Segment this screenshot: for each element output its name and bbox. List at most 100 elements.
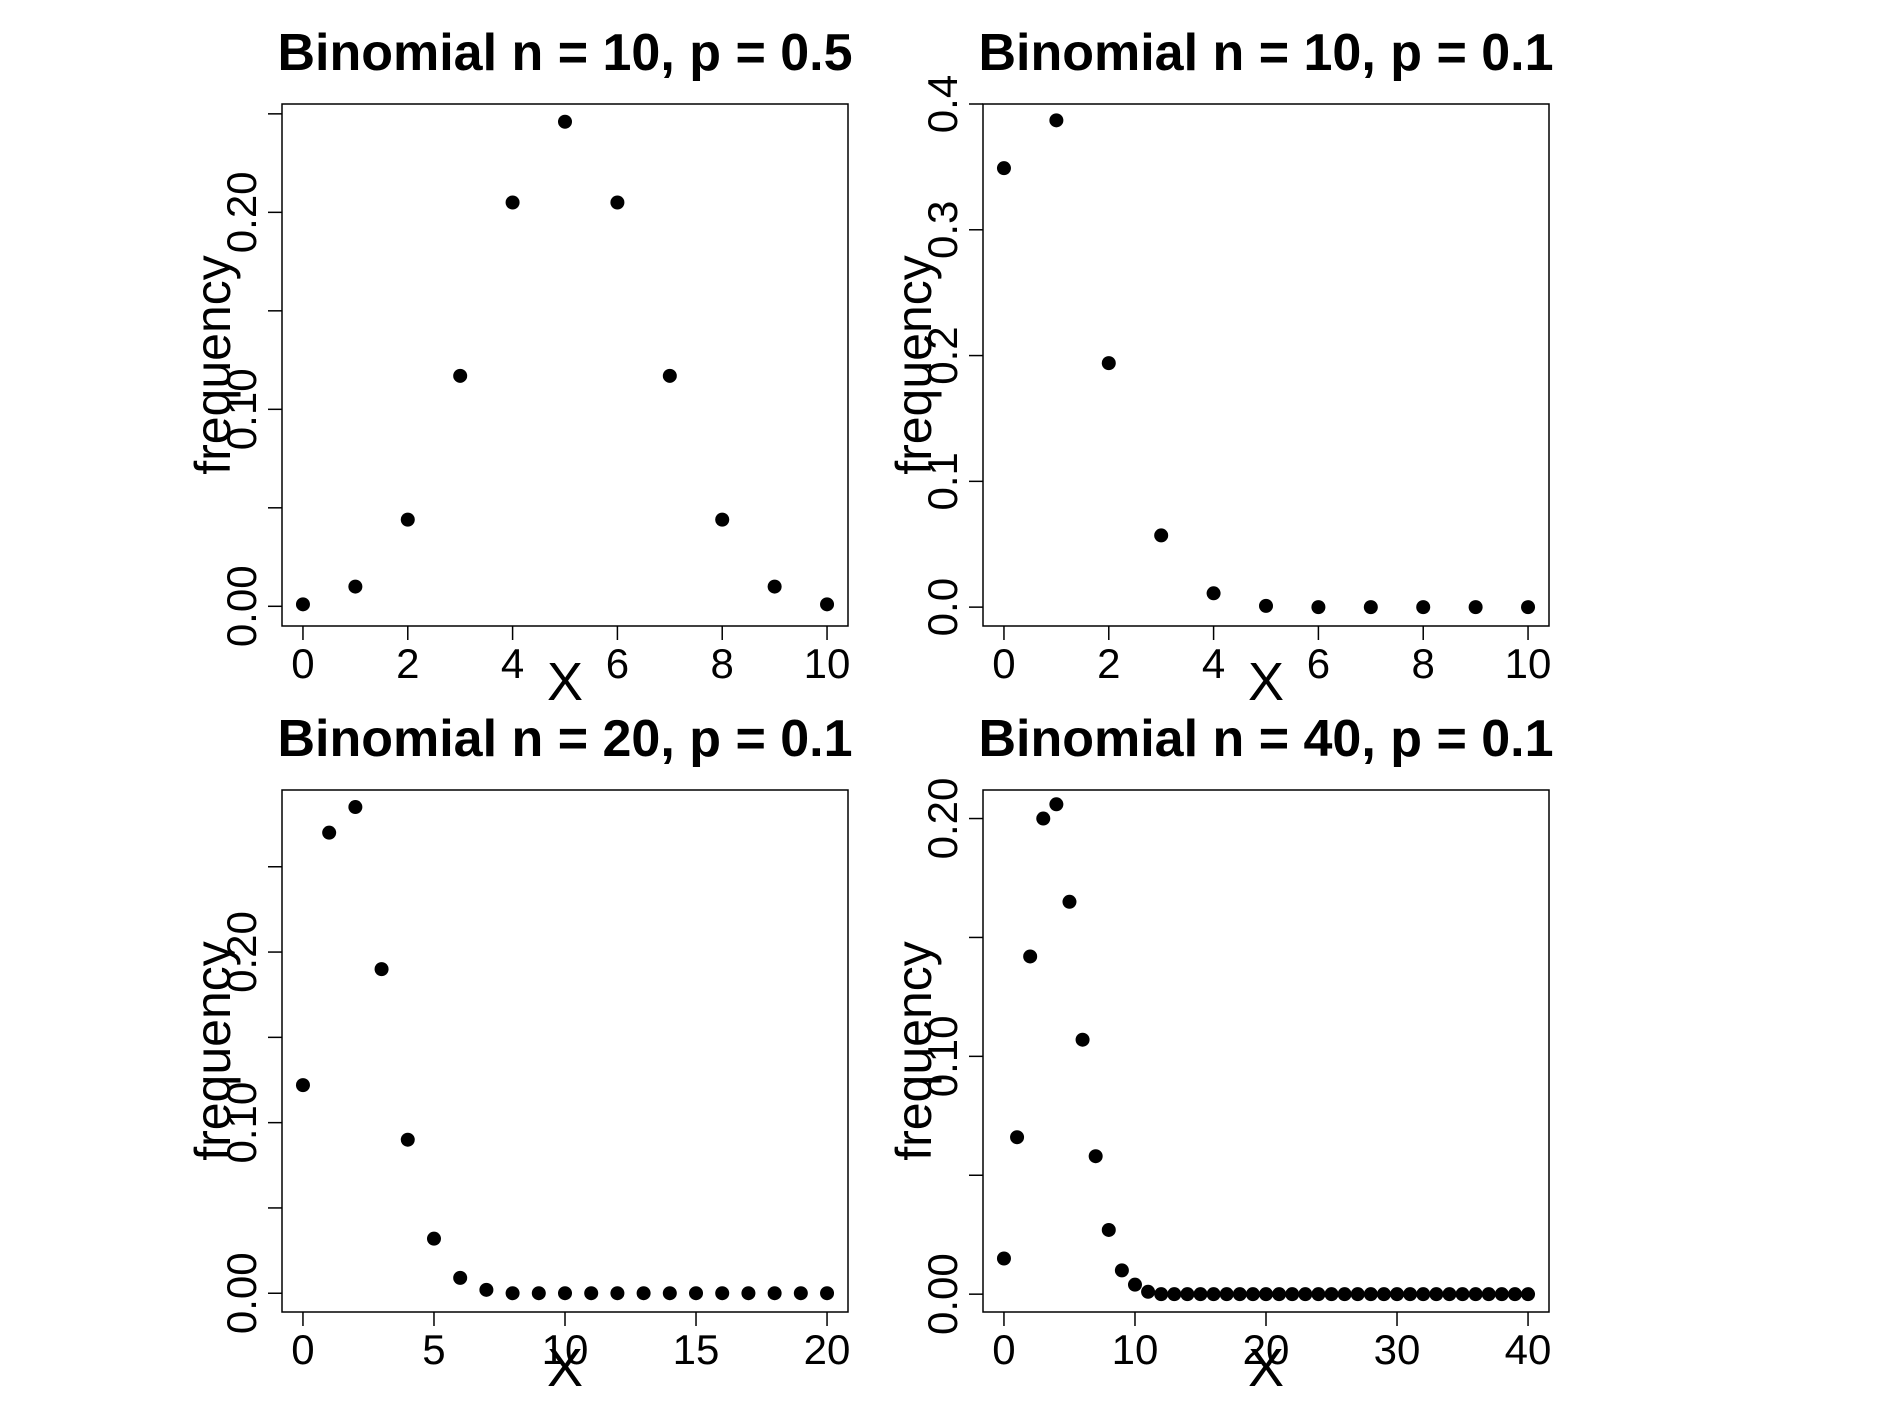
- data-point: [820, 597, 835, 612]
- data-points: [996, 797, 1536, 1302]
- data-point: [1468, 1287, 1483, 1302]
- panel-binomial-n10-p05: Binomial n = 10, p = 0.5 0.00 0.10 0.20 0 2…: [185, 24, 853, 712]
- data-point: [767, 579, 782, 594]
- data-point: [1049, 113, 1064, 128]
- panel-binomial-n40-p01: Binomial n = 40, p = 0.1 0.00 0.10 0.20 0 1…: [886, 710, 1554, 1398]
- y-tick-label: 0.2: [919, 326, 966, 384]
- x-tick-label: 2: [1097, 640, 1120, 687]
- x-tick-label: 0: [992, 640, 1015, 687]
- data-point: [1259, 598, 1273, 613]
- x-tick-label: 4: [1202, 640, 1225, 687]
- plot-frame: [281, 103, 849, 627]
- y-tick-label: 0.4: [919, 75, 966, 133]
- x-tick-label: 20: [1243, 1326, 1290, 1373]
- data-point: [348, 800, 363, 815]
- y-tick-label: 0.20: [218, 911, 265, 993]
- data-point: [1416, 1287, 1431, 1302]
- data-points: [295, 800, 835, 1301]
- data-point: [1101, 1222, 1116, 1237]
- data-point: [1154, 1287, 1169, 1302]
- data-point: [531, 1286, 546, 1301]
- data-point: [1062, 894, 1077, 909]
- y-tick-label: 0.00: [919, 1253, 966, 1335]
- data-point: [1141, 1284, 1156, 1299]
- x-axis: 0 2 4 6 8 10: [291, 626, 850, 687]
- y-tick-label: 0.00: [218, 1252, 265, 1334]
- data-point: [1350, 1287, 1365, 1302]
- data-point: [741, 1286, 756, 1301]
- data-point: [715, 512, 730, 527]
- x-axis: 0 10 20 30 40: [992, 1312, 1551, 1373]
- y-axis: 0.00 0.10 0.20: [218, 113, 282, 647]
- data-point: [374, 962, 389, 977]
- data-point: [400, 512, 415, 527]
- data-point: [1075, 1032, 1090, 1047]
- data-point: [996, 161, 1011, 176]
- data-point: [505, 195, 520, 210]
- data-point: [689, 1286, 704, 1301]
- data-point: [400, 1132, 415, 1147]
- data-point: [453, 1270, 468, 1285]
- data-point: [1245, 1287, 1260, 1302]
- y-axis: 0.0 0.1 0.2 0.3 0.4: [919, 75, 983, 636]
- x-axis: 0 5 10 15 20: [291, 1312, 850, 1373]
- x-tick-label: 6: [606, 640, 629, 687]
- plot-frame: [982, 103, 1550, 627]
- data-point: [1088, 1149, 1103, 1164]
- data-point: [348, 579, 363, 594]
- y-tick-label: 0.20: [218, 171, 265, 253]
- y-axis-label: frequency: [886, 255, 942, 475]
- x-tick-label: 10: [542, 1326, 589, 1373]
- y-tick-label: 0.3: [919, 201, 966, 259]
- x-tick-label: 0: [291, 640, 314, 687]
- y-axis-label: frequency: [185, 941, 241, 1161]
- data-point: [1023, 949, 1038, 964]
- data-point: [1206, 586, 1221, 601]
- chart-title: Binomial n = 40, p = 0.1: [978, 710, 1553, 768]
- data-point: [1232, 1287, 1247, 1302]
- data-point: [1193, 1287, 1208, 1302]
- data-point: [426, 1231, 441, 1246]
- data-point: [453, 368, 468, 383]
- x-tick-label: 20: [804, 1326, 851, 1373]
- data-point: [1285, 1287, 1300, 1302]
- data-point: [1337, 1287, 1352, 1302]
- data-points: [996, 113, 1536, 615]
- data-point: [1429, 1287, 1444, 1302]
- y-tick-label: 0.20: [919, 778, 966, 860]
- y-tick-label: 0.1: [919, 452, 966, 510]
- data-point: [1507, 1287, 1522, 1302]
- data-point: [1468, 600, 1483, 615]
- data-point: [636, 1286, 651, 1301]
- data-point: [662, 368, 677, 383]
- x-tick-label: 5: [422, 1326, 445, 1373]
- data-point: [1259, 1287, 1273, 1302]
- data-point: [1036, 811, 1051, 826]
- data-point: [1101, 356, 1116, 371]
- data-point: [820, 1286, 835, 1301]
- data-point: [1324, 1287, 1339, 1302]
- data-point: [1219, 1287, 1234, 1302]
- data-point: [1311, 1287, 1326, 1302]
- y-axis-label: frequency: [185, 255, 241, 475]
- x-tick-label: 8: [1412, 640, 1435, 687]
- data-point: [1403, 1287, 1418, 1302]
- data-point: [1363, 1287, 1378, 1302]
- x-tick-label: 10: [1112, 1326, 1159, 1373]
- data-point: [996, 1251, 1011, 1266]
- x-tick-label: 40: [1505, 1326, 1552, 1373]
- data-point: [1521, 1287, 1536, 1302]
- data-point: [1154, 528, 1169, 543]
- x-tick-label: 0: [992, 1326, 1015, 1373]
- data-points: [295, 114, 835, 612]
- data-point: [1127, 1277, 1142, 1292]
- chart-title: Binomial n = 20, p = 0.1: [277, 710, 852, 768]
- panel-binomial-n20-p01: Binomial n = 20, p = 0.1 0.00 0.10 0.20 0 5…: [185, 710, 853, 1398]
- panel-binomial-n10-p01: Binomial n = 10, p = 0.1 0.0 0.1 0.2 0.3 0.4…: [886, 24, 1554, 712]
- data-point: [584, 1286, 599, 1301]
- x-tick-label: 4: [501, 640, 524, 687]
- chart-title: Binomial n = 10, p = 0.5: [277, 24, 852, 82]
- data-point: [610, 1286, 625, 1301]
- data-point: [505, 1286, 520, 1301]
